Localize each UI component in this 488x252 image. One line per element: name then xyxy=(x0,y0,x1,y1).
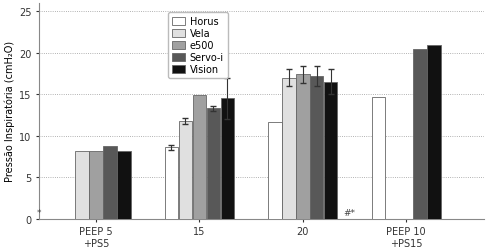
Y-axis label: Pressão Inspiratória (cmH₂O): Pressão Inspiratória (cmH₂O) xyxy=(4,41,15,182)
Text: #*: #* xyxy=(344,208,355,217)
Bar xyxy=(193,96,206,219)
Bar xyxy=(179,121,192,219)
Bar xyxy=(206,109,220,219)
Bar xyxy=(371,98,385,219)
Bar xyxy=(324,83,337,219)
Bar xyxy=(268,123,282,219)
Bar xyxy=(310,77,324,219)
Bar xyxy=(221,99,234,219)
Bar xyxy=(413,50,427,219)
Bar xyxy=(282,78,296,219)
Text: *: * xyxy=(37,208,41,217)
Bar xyxy=(75,152,89,219)
Bar xyxy=(296,75,309,219)
Bar xyxy=(427,45,441,219)
Bar xyxy=(89,151,102,219)
Bar xyxy=(103,146,117,219)
Bar xyxy=(117,152,130,219)
Bar xyxy=(164,148,178,219)
Legend: Horus, Vela, e500, Servo-i, Vision: Horus, Vela, e500, Servo-i, Vision xyxy=(168,13,228,79)
